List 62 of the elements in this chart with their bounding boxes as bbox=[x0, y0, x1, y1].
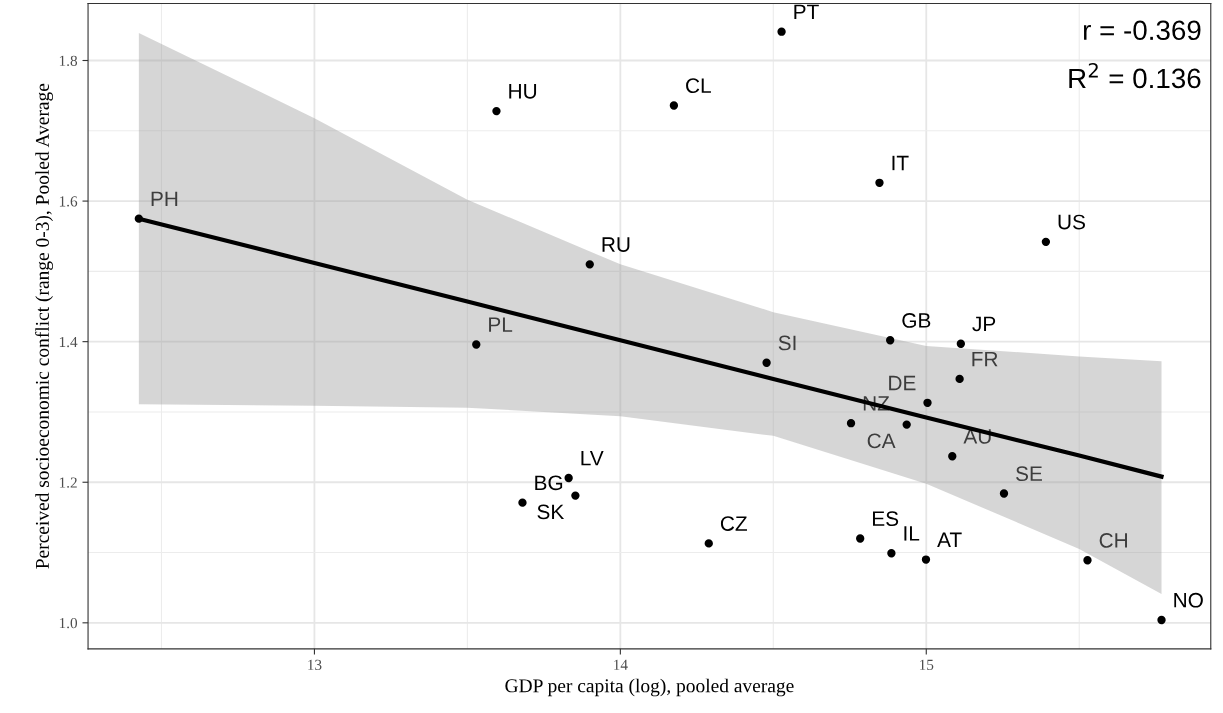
annotation: CL bbox=[686, 78, 711, 94]
x-tick-label: 14 bbox=[614, 659, 628, 670]
annotation: ES bbox=[873, 511, 899, 527]
annotation: JP bbox=[972, 316, 996, 332]
annotation: DE bbox=[889, 375, 916, 391]
point bbox=[564, 473, 573, 483]
annotation: R$^{2}$ = 0.136 bbox=[1069, 62, 1201, 89]
point bbox=[571, 491, 580, 500]
point bbox=[948, 452, 957, 461]
point bbox=[472, 340, 481, 349]
x-tick-label: 15 bbox=[919, 659, 934, 670]
point bbox=[921, 555, 931, 564]
x-tick-label: 13 bbox=[308, 659, 322, 670]
annotation: IT bbox=[892, 155, 909, 171]
annotation: US bbox=[1058, 214, 1085, 230]
point bbox=[669, 101, 679, 110]
point bbox=[1041, 237, 1051, 247]
point bbox=[902, 420, 911, 429]
annotation: FR bbox=[972, 351, 998, 367]
point bbox=[887, 549, 896, 558]
annotation: PH bbox=[151, 191, 178, 206]
point bbox=[777, 27, 786, 36]
annotation: SK bbox=[537, 504, 565, 520]
annotation: AT bbox=[937, 532, 962, 547]
annotation: CZ bbox=[720, 516, 747, 531]
y-axis-title: Perceived socioeconomic conflict (range 0-3), Pooled Average bbox=[35, 83, 53, 569]
point bbox=[955, 374, 964, 384]
x-axis-title: GDP per capita (log), pooled average bbox=[505, 678, 794, 697]
annotation: NO bbox=[1174, 592, 1203, 608]
point bbox=[999, 489, 1009, 498]
annotation: r = -0.369 bbox=[1083, 20, 1201, 41]
annotation: HU bbox=[509, 84, 537, 99]
annotation: PT bbox=[794, 4, 819, 20]
point bbox=[1083, 556, 1092, 565]
point bbox=[134, 214, 143, 223]
point bbox=[762, 358, 771, 367]
annotation: CH bbox=[1099, 533, 1127, 548]
point bbox=[956, 339, 965, 348]
annotation: IL bbox=[904, 526, 920, 541]
point bbox=[1157, 615, 1166, 625]
point bbox=[518, 498, 527, 507]
annotation: SI bbox=[778, 335, 796, 351]
point bbox=[856, 534, 865, 543]
y-tick-label: 1.6 bbox=[59, 196, 78, 207]
y-tick-label: 1.4 bbox=[59, 336, 78, 348]
point bbox=[923, 398, 932, 407]
annotation: RU bbox=[602, 237, 630, 252]
point bbox=[846, 419, 856, 428]
annotation: CA bbox=[867, 433, 896, 449]
point bbox=[585, 260, 594, 269]
point bbox=[886, 336, 895, 345]
y-tick-label: 1.8 bbox=[59, 55, 78, 67]
annotation: PL bbox=[489, 317, 513, 332]
point bbox=[875, 178, 884, 187]
annotation: SE bbox=[1016, 466, 1042, 482]
annotation: BG bbox=[535, 475, 563, 491]
annotation: LV bbox=[581, 451, 604, 466]
point bbox=[492, 106, 501, 116]
y-tick-label: 1.0 bbox=[59, 617, 78, 629]
point bbox=[704, 539, 713, 548]
annotation: GB bbox=[902, 313, 931, 328]
y-tick-label: 1.2 bbox=[59, 477, 77, 488]
